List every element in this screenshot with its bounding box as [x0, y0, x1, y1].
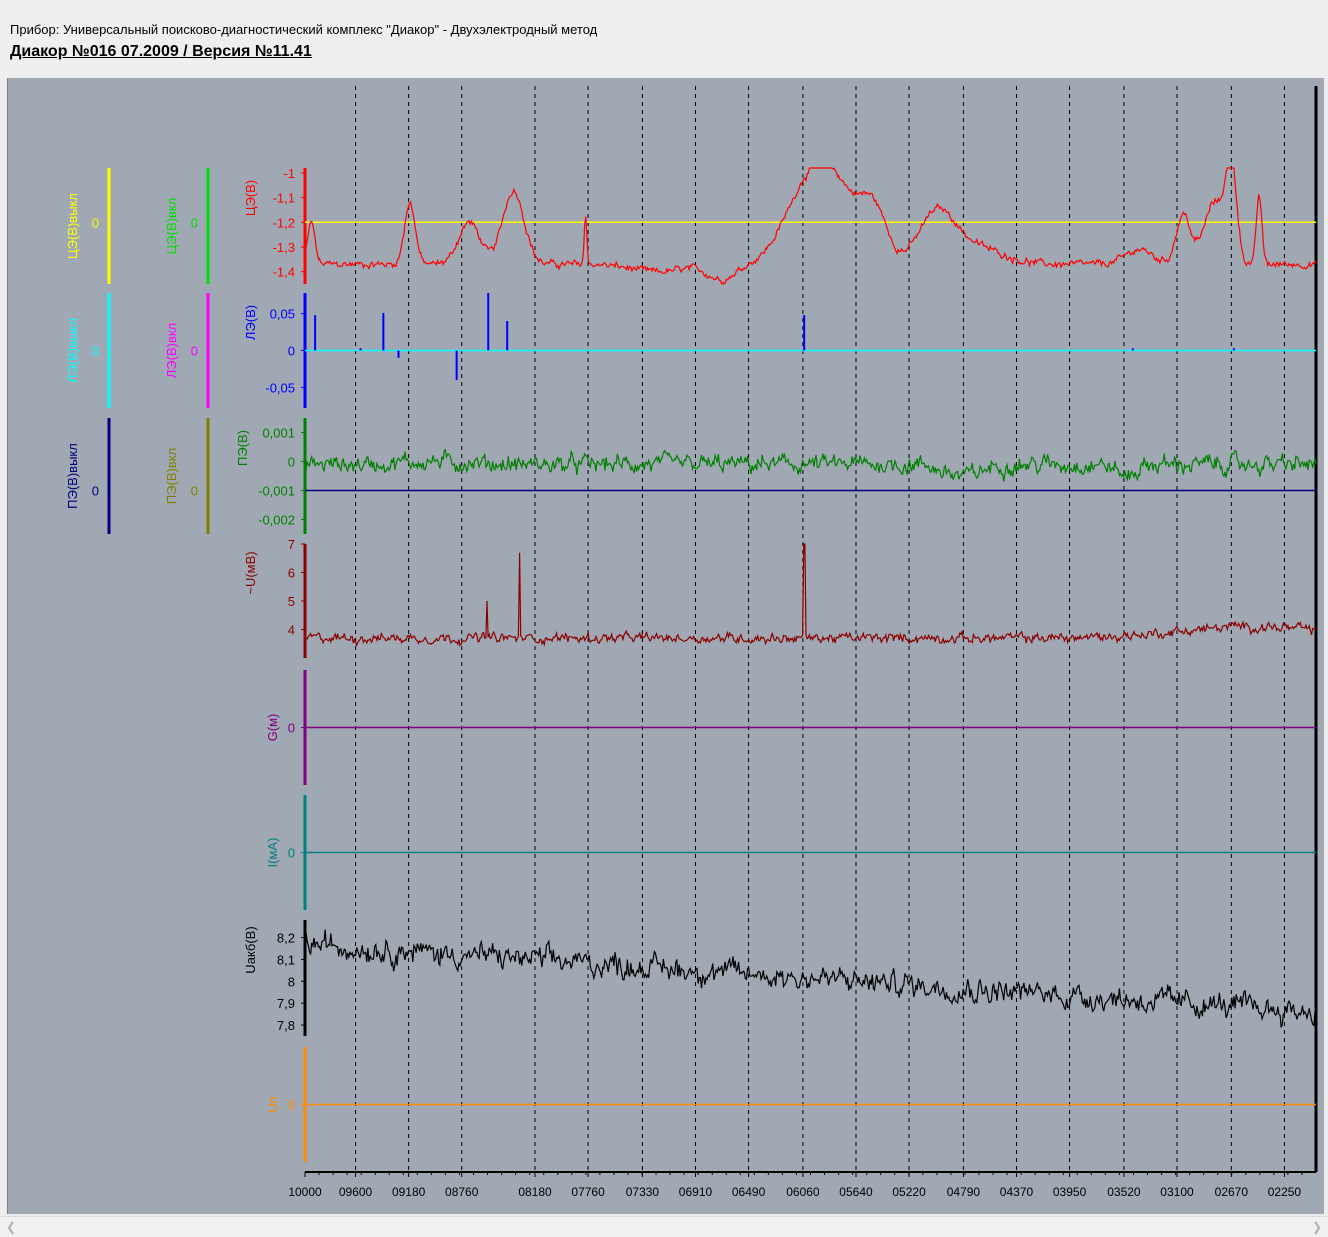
y-tick-label: 0 — [92, 344, 99, 359]
y-tick-label: 8,1 — [277, 952, 295, 967]
panel-lzeb: 0 ЛЭ(В)выкл 0 ЛЭ(В)вкл 0,05 0 -0,05 ЛЭ(В) — [65, 293, 1316, 408]
panel-uakb: 8,2 8,1 8 7,9 7,8 Uакб(В) — [243, 920, 1317, 1036]
y-axis-label: ЦЭ(В)вкл — [164, 198, 179, 255]
y-tick-label: -1,2 — [273, 215, 295, 230]
y-tick-label: 0 — [92, 215, 99, 230]
y-tick-label: 0,001 — [262, 426, 295, 441]
scroll-track[interactable] — [22, 1221, 1306, 1233]
series-line — [304, 543, 1317, 647]
header: Прибор: Универсальный поисково-диагности… — [0, 0, 1328, 78]
x-tick-label: 07330 — [626, 1185, 660, 1199]
x-tick-label: 09180 — [392, 1185, 426, 1199]
y-axis-label: ЛЭ(В)выкл — [65, 318, 80, 383]
y-tick-label: 0,05 — [270, 307, 295, 322]
device-title: Прибор: Универсальный поисково-диагности… — [10, 22, 598, 37]
y-axis-label: ЛЭ(В) — [243, 305, 258, 340]
x-tick-label: 08180 — [518, 1185, 552, 1199]
series-line — [304, 929, 1317, 1028]
y-axis-label: ПЭ(В)выкл — [65, 443, 80, 509]
y-axis-label: Uп — [265, 1096, 280, 1112]
y-tick-label: -1,4 — [273, 265, 295, 280]
x-tick-label: 08760 — [445, 1185, 479, 1199]
y-axis-label: ПЭ(В) — [235, 430, 250, 466]
x-tick-label: 03520 — [1107, 1185, 1141, 1199]
y-axis-label: Uакб(В) — [243, 926, 258, 973]
x-tick-label: 07760 — [571, 1185, 605, 1199]
x-tick-label: 06060 — [786, 1185, 820, 1199]
series-line — [304, 448, 1317, 482]
y-tick-label: 7,8 — [277, 1018, 295, 1033]
y-tick-label: 7,9 — [277, 996, 295, 1011]
y-tick-label: 0 — [92, 484, 99, 499]
panel-g: 0 G(м) — [265, 670, 1316, 785]
version-title: Диакор №016 07.2009 / Версия №11.41 — [10, 43, 312, 60]
y-axis-label: I(мА) — [265, 838, 280, 868]
plot-area: 10000 09600 09180 08760 08180 07760 07330 06910… — [7, 78, 1324, 1214]
x-tick-label: 06490 — [732, 1185, 766, 1199]
y-tick-label: 0 — [288, 1098, 295, 1113]
y-axis-label: G(м) — [265, 714, 280, 742]
y-tick-label: 7 — [288, 537, 295, 552]
x-tick-label: 10000 — [288, 1185, 322, 1199]
x-tick-label: 04370 — [1000, 1185, 1034, 1199]
y-tick-label: 8,2 — [277, 931, 295, 946]
y-tick-label: -1,1 — [273, 191, 295, 206]
y-axis-label: ЦЭ(В)выкл — [65, 193, 80, 259]
chart: 10000 09600 09180 08760 08180 07760 07330 06910… — [65, 86, 1318, 1199]
x-tick-label: 05640 — [839, 1185, 873, 1199]
horizontal-scrollbar[interactable]: ❮ ❯ — [0, 1216, 1328, 1237]
y-axis-label: ЦЭ(В) — [243, 180, 258, 216]
y-tick-label: 6 — [288, 566, 295, 581]
x-grid: 10000 09600 09180 08760 08180 07760 07330 06910… — [288, 86, 1303, 1199]
y-tick-label: -0,001 — [258, 484, 295, 499]
y-axis-label: ПЭ(В)вкл — [164, 448, 179, 504]
scroll-right-arrow-icon[interactable]: ❯ — [1311, 1220, 1323, 1234]
panel-pzeb: 0 ПЭ(В)выкл 0 ПЭ(В)вкл 0,001 0 -0,001 -0,002 ПЭ(… — [65, 418, 1317, 534]
y-tick-label: 0 — [288, 344, 295, 359]
y-tick-label: -1 — [283, 166, 295, 181]
scroll-left-arrow-icon[interactable]: ❮ — [5, 1220, 17, 1234]
y-tick-label: -0,05 — [265, 380, 295, 395]
x-tick-label: 09600 — [339, 1185, 373, 1199]
panel-czeb: 0 ЦЭ(В)выкл 0 ЦЭ(В)вкл -1 -1,1 -1,2 -1,3 -1,4 ЦЭ(… — [65, 166, 1317, 286]
y-tick-label: 5 — [288, 594, 295, 609]
y-tick-label: 0 — [191, 344, 198, 359]
y-tick-label: -0,002 — [258, 513, 295, 528]
y-tick-label: 0 — [191, 215, 198, 230]
panel-i: 0 I(мА) — [265, 795, 1316, 910]
y-tick-label: 8 — [288, 974, 295, 989]
x-tick-label: 02250 — [1268, 1185, 1302, 1199]
y-tick-label: 0 — [288, 846, 295, 861]
x-tick-label: 05220 — [892, 1185, 926, 1199]
y-tick-label: 0 — [191, 484, 198, 499]
panel-u: 7 6 5 4 ~U(мВ) — [243, 537, 1317, 658]
y-tick-label: 0 — [288, 455, 295, 470]
x-tick-label: 06910 — [679, 1185, 713, 1199]
y-tick-label: -1,3 — [273, 240, 295, 255]
x-tick-label: 03100 — [1160, 1185, 1194, 1199]
x-tick-label: 03950 — [1053, 1185, 1087, 1199]
y-tick-label: 4 — [288, 623, 295, 638]
y-axis-label: ~U(мВ) — [243, 551, 258, 594]
series-line — [304, 167, 1317, 286]
x-tick-label: 02670 — [1215, 1185, 1249, 1199]
y-tick-label: 0 — [288, 721, 295, 736]
panel-un: 0 Uп — [265, 1047, 1316, 1162]
y-axis-label: ЛЭ(В)вкл — [164, 323, 179, 379]
x-tick-label: 04790 — [947, 1185, 981, 1199]
